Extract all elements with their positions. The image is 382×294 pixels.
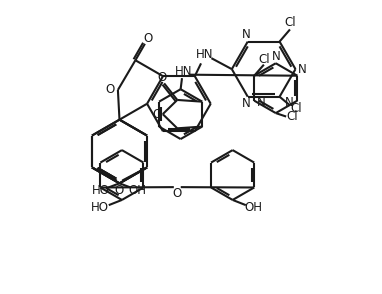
Text: HO: HO [91,201,108,214]
Text: OH: OH [244,201,262,214]
Text: N: N [242,97,250,110]
Text: O: O [143,32,152,45]
Text: N: N [257,96,265,109]
Text: HN: HN [175,66,193,78]
Text: Cl: Cl [286,110,298,123]
Text: O: O [115,184,124,198]
Text: OH: OH [128,184,146,198]
Text: N: N [298,63,307,76]
Text: O: O [158,71,167,84]
Text: Cl: Cl [258,53,270,66]
Text: N: N [271,50,280,63]
Text: Cl: Cl [290,102,302,115]
Text: HN: HN [196,48,213,61]
Text: O: O [152,108,161,121]
Text: N: N [285,96,294,109]
Text: O: O [106,83,115,96]
Text: HO: HO [91,184,110,198]
Text: Cl: Cl [284,16,296,29]
Text: O: O [173,187,182,200]
Text: N: N [242,28,250,41]
